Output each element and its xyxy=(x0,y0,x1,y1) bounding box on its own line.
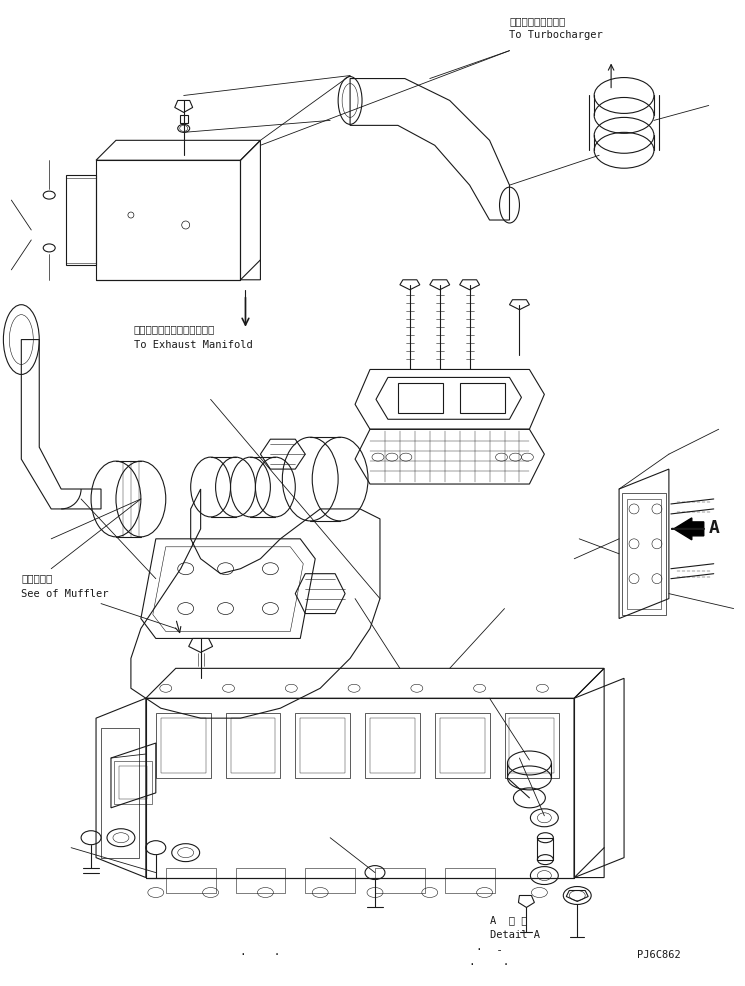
Text: エキゾーストマニホールドへ: エキゾーストマニホールドへ xyxy=(134,324,215,334)
Text: See of Muffler: See of Muffler xyxy=(22,588,109,598)
Bar xyxy=(300,719,345,773)
Bar xyxy=(398,384,443,414)
Polygon shape xyxy=(131,489,380,719)
Bar xyxy=(370,719,415,773)
Text: ·    ·: · · xyxy=(469,959,510,969)
Text: ターボチャージャへ: ターボチャージャへ xyxy=(510,16,565,26)
Bar xyxy=(230,719,276,773)
Bar xyxy=(66,179,96,263)
Bar xyxy=(440,719,484,773)
FancyArrow shape xyxy=(674,519,704,540)
Polygon shape xyxy=(22,340,101,510)
Text: マフラ参照: マフラ参照 xyxy=(22,573,53,583)
Bar xyxy=(101,729,139,858)
Text: To Exhaust Manifold: To Exhaust Manifold xyxy=(134,339,253,349)
Text: ·  -: · - xyxy=(476,945,503,954)
Bar xyxy=(295,714,350,778)
Bar xyxy=(365,714,420,778)
Bar xyxy=(161,719,206,773)
Bar xyxy=(445,868,495,892)
Text: PJ6C862: PJ6C862 xyxy=(637,950,681,959)
Text: ·    ·: · · xyxy=(240,950,281,959)
Bar xyxy=(180,116,188,124)
Text: A: A xyxy=(708,519,720,536)
Bar xyxy=(156,714,211,778)
Bar xyxy=(435,714,489,778)
Polygon shape xyxy=(261,440,305,469)
Bar xyxy=(226,714,280,778)
Bar xyxy=(235,868,285,892)
Bar xyxy=(96,161,241,280)
Bar xyxy=(305,868,355,892)
Polygon shape xyxy=(295,574,345,614)
Bar xyxy=(622,494,666,615)
Bar xyxy=(537,838,554,860)
Bar xyxy=(504,714,559,778)
Polygon shape xyxy=(350,80,510,221)
Bar xyxy=(66,176,96,265)
Bar xyxy=(627,500,661,609)
Bar xyxy=(146,698,574,878)
Bar xyxy=(114,761,152,804)
Text: Detail A: Detail A xyxy=(489,930,539,940)
Bar xyxy=(119,766,147,799)
Text: A  詳 細: A 詳 細 xyxy=(489,914,527,925)
Bar xyxy=(166,868,215,892)
Bar xyxy=(460,384,504,414)
Bar xyxy=(510,719,554,773)
Bar xyxy=(375,868,425,892)
Text: To Turbocharger: To Turbocharger xyxy=(510,30,603,39)
